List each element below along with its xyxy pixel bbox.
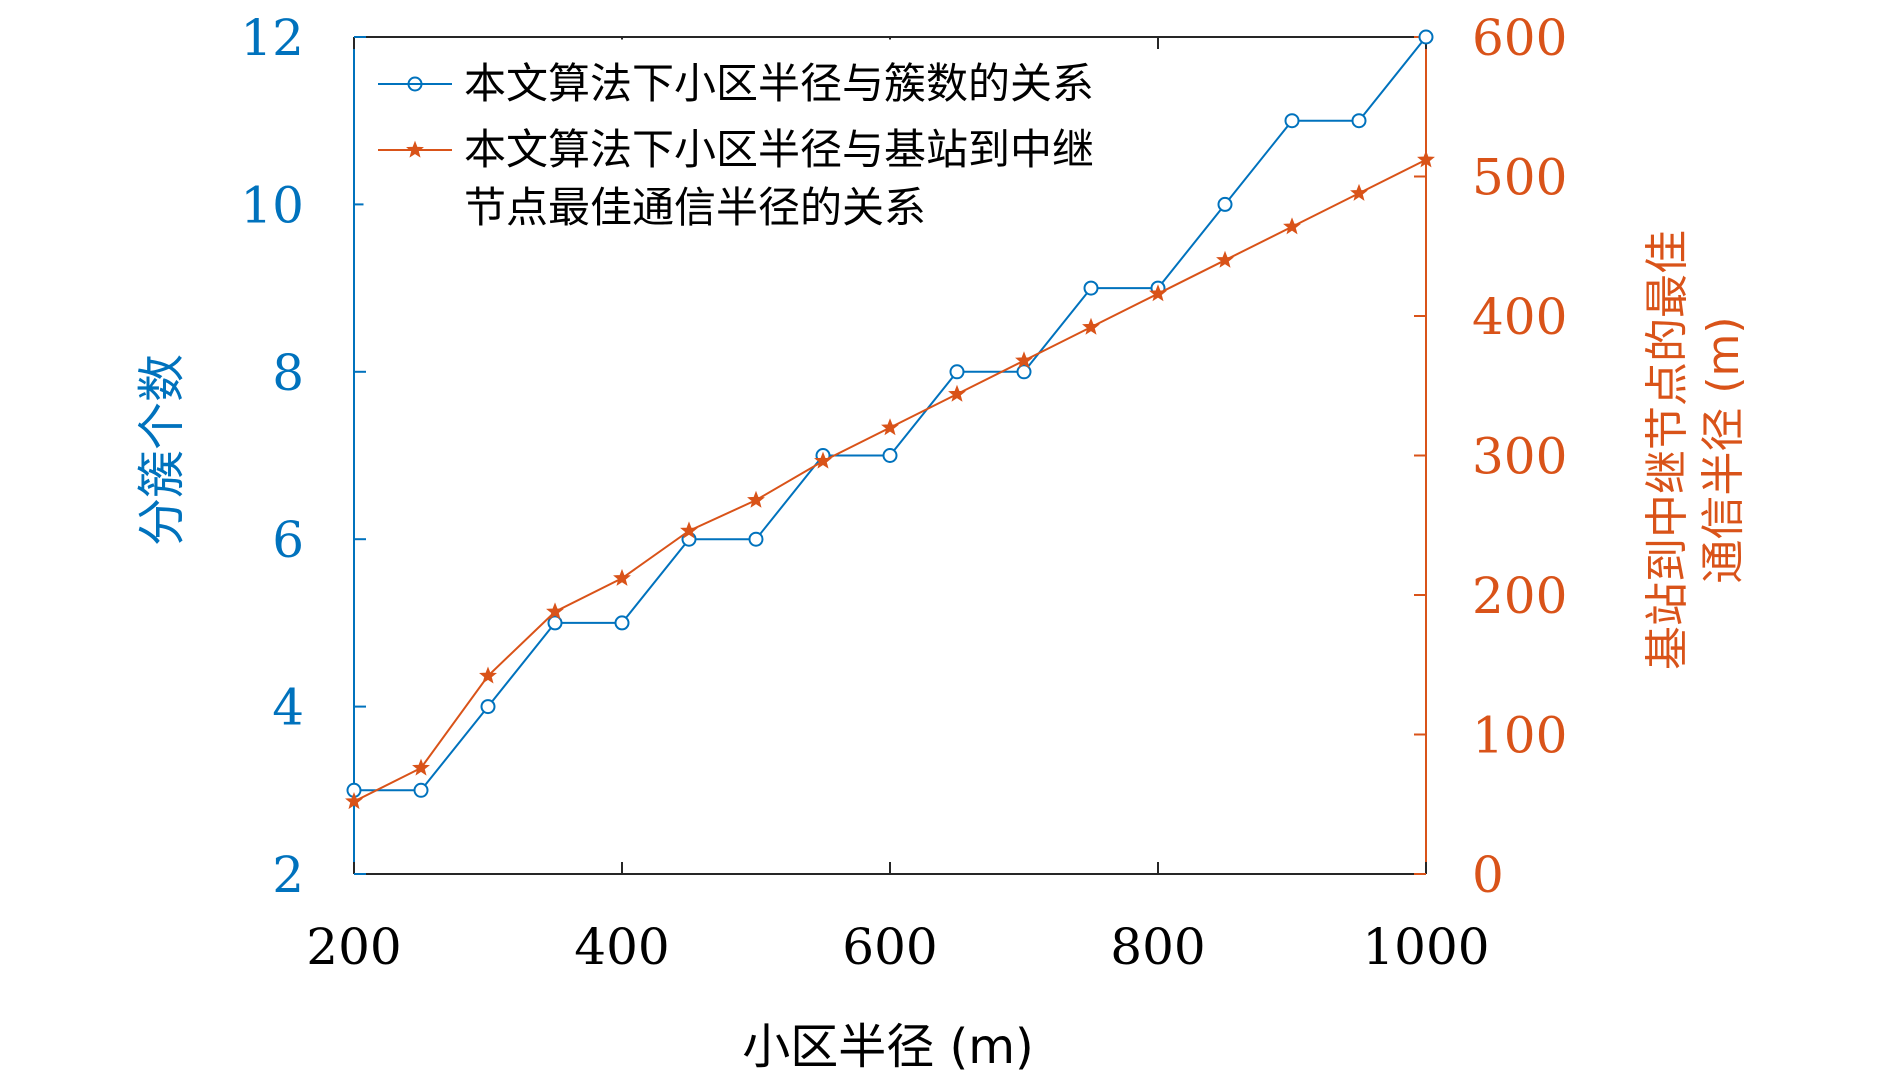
- right-y-axis-title-line-2: 通信半径 (m): [1698, 316, 1749, 583]
- data-point-star: [1216, 250, 1234, 268]
- right-y-tick-label: 600: [1472, 9, 1567, 67]
- data-point-circle: [949, 364, 965, 380]
- right-y-tick-label: 200: [1472, 567, 1567, 625]
- left-y-tick-label: 10: [240, 176, 304, 234]
- legend-label-cluster-count: 本文算法下小区半径与簇数的关系: [464, 59, 1094, 108]
- x-tick-label: 400: [574, 918, 669, 976]
- data-point-circle: [882, 448, 898, 463]
- x-tick-label: 1000: [1362, 918, 1489, 976]
- legend-star-shape: [406, 140, 424, 158]
- left-y-tick-label: 8: [272, 344, 304, 402]
- legend-box: [363, 39, 1025, 235]
- x-axis-title: 小区半径 (m): [742, 1019, 1033, 1075]
- data-point-circle: [480, 699, 496, 715]
- x-tick-label: 800: [1110, 918, 1205, 976]
- data-point-star: [881, 418, 899, 436]
- left-y-tick-label: 12: [240, 9, 304, 67]
- x-tick-label: 600: [842, 918, 937, 976]
- data-point-star: [814, 451, 832, 469]
- data-point-star: [680, 521, 698, 539]
- right-y-axis: 0 100 200 300 400 500 600: [1414, 9, 1567, 904]
- data-point-star: [412, 758, 430, 776]
- data-point-circle: [1418, 29, 1434, 45]
- right-y-tick-label: 100: [1472, 707, 1567, 765]
- data-point-circle: [413, 782, 429, 798]
- legend-label-relay-radius-line-2: 节点最佳通信半径的关系: [464, 183, 926, 232]
- series-2: [345, 150, 1435, 810]
- data-point-star: [345, 792, 363, 810]
- data-point-circle: [1083, 280, 1099, 296]
- series-1: [346, 29, 1434, 798]
- data-point-star: [1015, 351, 1033, 369]
- right-y-tick-label: 500: [1472, 149, 1567, 207]
- right-y-axis-title-line-1: 基站到中继节点的最佳: [1642, 230, 1693, 670]
- right-y-tick-label: 400: [1472, 288, 1567, 346]
- data-point-star: [1283, 217, 1301, 235]
- series-line: [353, 158, 1427, 803]
- series-layer: [345, 29, 1435, 810]
- legend-marker-circle: [407, 76, 423, 92]
- data-point-star: [747, 490, 765, 508]
- right-y-tick-label: 0: [1472, 846, 1504, 904]
- data-point-circle: [614, 615, 630, 631]
- left-y-tick-label: 6: [272, 511, 304, 569]
- data-point-star: [546, 602, 564, 620]
- data-point-circle: [1217, 196, 1233, 212]
- data-point-star: [1417, 150, 1435, 168]
- left-y-axis-title: 分簇个数: [134, 354, 190, 546]
- legend-marker-star: [406, 140, 424, 158]
- data-point-circle: [748, 531, 764, 547]
- legend-label-relay-radius-line-1: 本文算法下小区半径与基站到中继: [464, 125, 1094, 174]
- left-y-tick-label: 4: [272, 679, 304, 737]
- data-point-circle: [547, 615, 563, 631]
- data-point-star: [1149, 284, 1167, 302]
- data-point-star: [1082, 317, 1100, 335]
- data-point-star: [479, 666, 497, 684]
- data-point-star: [613, 568, 631, 586]
- right-y-tick-label: 300: [1472, 428, 1567, 486]
- data-point-star: [1350, 183, 1368, 201]
- data-point-circle: [1016, 364, 1032, 380]
- data-point-circle: [1284, 113, 1300, 129]
- data-point-star: [948, 384, 966, 402]
- data-point-circle: [1351, 113, 1367, 129]
- x-axis: 200 400 600 800 1000: [306, 37, 1490, 976]
- left-y-tick-label: 2: [272, 846, 304, 904]
- left-y-axis: 2 4 6 8 10 12: [240, 9, 366, 904]
- x-tick-label: 200: [306, 918, 401, 976]
- legend: 本文算法下小区半径与簇数的关系 本文算法下小区半径与基站到中继 节点最佳通信半径…: [363, 39, 1094, 235]
